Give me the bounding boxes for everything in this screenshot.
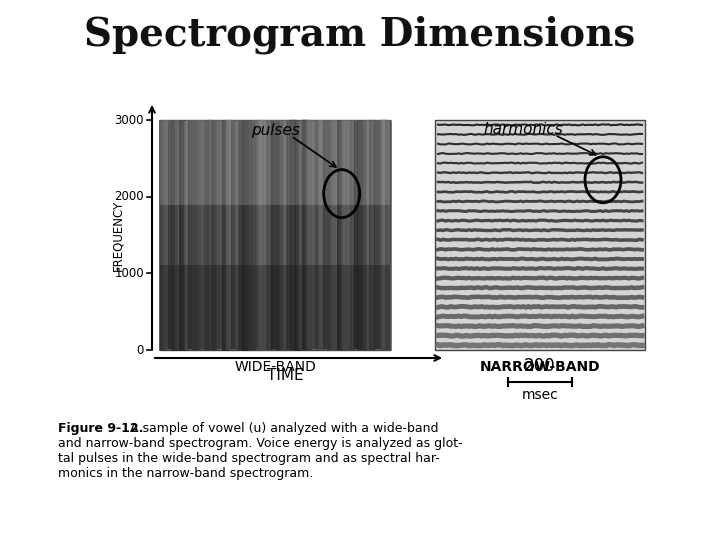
Bar: [160, 120, 390, 350]
Text: A sample of vowel (u) analyzed with a wide-band: A sample of vowel (u) analyzed with a wi…: [126, 422, 438, 435]
Bar: [160, 120, 390, 205]
Text: FREQUENCY: FREQUENCY: [112, 199, 125, 271]
Text: NARROW-BAND: NARROW-BAND: [480, 360, 600, 374]
Text: Spectrogram Dimensions: Spectrogram Dimensions: [84, 16, 636, 54]
Text: 200: 200: [524, 357, 556, 375]
Text: msec: msec: [521, 388, 559, 402]
Text: TIME: TIME: [266, 368, 303, 383]
Text: pulses: pulses: [251, 123, 300, 138]
Text: monics in the narrow-band spectrogram.: monics in the narrow-band spectrogram.: [58, 467, 313, 480]
Text: WIDE-BAND: WIDE-BAND: [234, 360, 316, 374]
Text: Figure 9-12.: Figure 9-12.: [58, 422, 143, 435]
Text: 2000: 2000: [114, 190, 144, 203]
Bar: [160, 205, 390, 265]
Text: 3000: 3000: [114, 113, 144, 126]
Text: 1000: 1000: [114, 267, 144, 280]
Text: and narrow-band spectrogram. Voice energy is analyzed as glot-: and narrow-band spectrogram. Voice energ…: [58, 437, 463, 450]
Bar: [160, 265, 390, 350]
Text: harmonics: harmonics: [483, 123, 563, 138]
Bar: [435, 120, 645, 350]
Text: tal pulses in the wide-band spectrogram and as spectral har-: tal pulses in the wide-band spectrogram …: [58, 452, 440, 465]
Text: 0: 0: [137, 343, 144, 356]
